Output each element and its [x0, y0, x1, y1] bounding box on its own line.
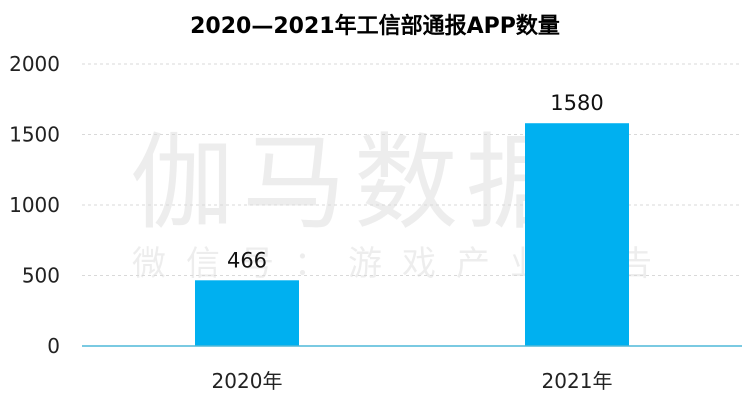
data-label: 466: [227, 248, 267, 272]
watermark-main: 伽马数据: [130, 122, 579, 244]
bar: [525, 123, 629, 346]
data-label: 1580: [550, 91, 603, 115]
chart-title: 2020—2021年工信部通报APP数量: [190, 14, 560, 39]
y-tick-label: 1500: [9, 123, 60, 147]
bar: [195, 280, 299, 346]
y-tick-label: 0: [47, 334, 60, 358]
y-tick-label: 500: [22, 264, 60, 288]
y-tick-label: 1000: [9, 193, 60, 217]
x-tick-label: 2021年: [542, 369, 613, 393]
x-tick-label: 2020年: [212, 369, 283, 393]
y-tick-label: 2000: [9, 52, 60, 76]
